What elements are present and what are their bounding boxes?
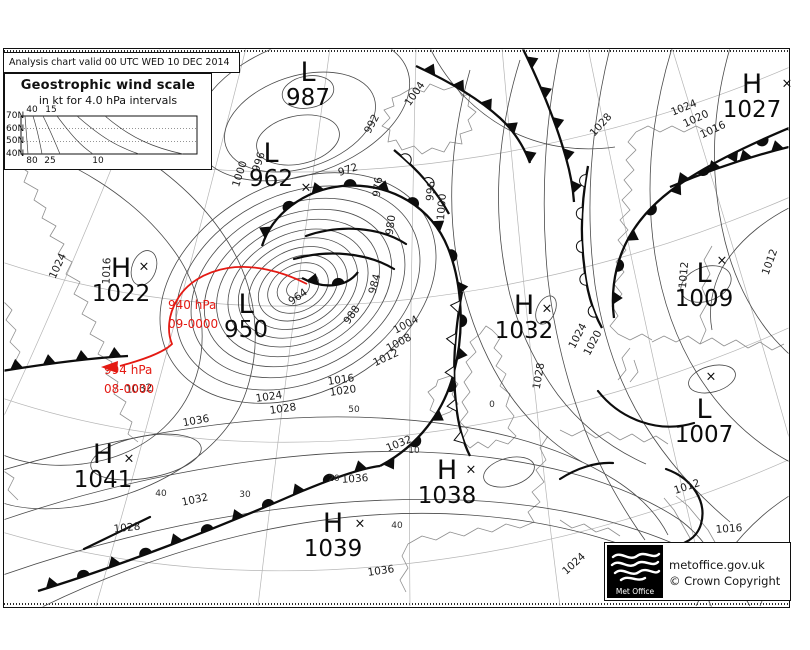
wind-scale-bottom-value: 10 (92, 156, 104, 166)
wind-scale-bottom-value: 25 (44, 156, 56, 166)
wind-scale-lat-70n: 70N (6, 111, 25, 121)
logo-waves-icon (610, 552, 661, 582)
chart-title: Analysis chart valid 00 UTC WED 10 DEC 2… (9, 57, 230, 68)
wind-scale-lat-40n: 40N (6, 149, 25, 159)
credit-block: metoffice.gov.uk © Crown Copyright (669, 557, 780, 589)
met-office-logo-text: Met Office (615, 587, 655, 596)
wind-scale-lat-60n: 60N (6, 124, 25, 134)
wind-scale-diagram (20, 115, 198, 155)
wind-scale-top-value: 15 (45, 105, 57, 115)
wind-scale-top-value: 40 (26, 105, 38, 115)
crown-copyright: © Crown Copyright (669, 574, 781, 589)
frame-hatch-bottom (4, 603, 788, 605)
wind-scale-bottom-value: 80 (26, 156, 38, 166)
met-office-logo-icon: Met Office (607, 545, 663, 598)
wind-scale-lat-50n: 50N (6, 136, 25, 146)
met-office-url: metoffice.gov.uk (669, 558, 765, 572)
wind-scale-box: Geostrophic wind scale in kt for 4.0 hPa… (4, 73, 212, 170)
branding-box: Met Office metoffice.gov.uk © Crown Copy… (604, 542, 791, 601)
chart-title-box: Analysis chart valid 00 UTC WED 10 DEC 2… (3, 52, 240, 73)
